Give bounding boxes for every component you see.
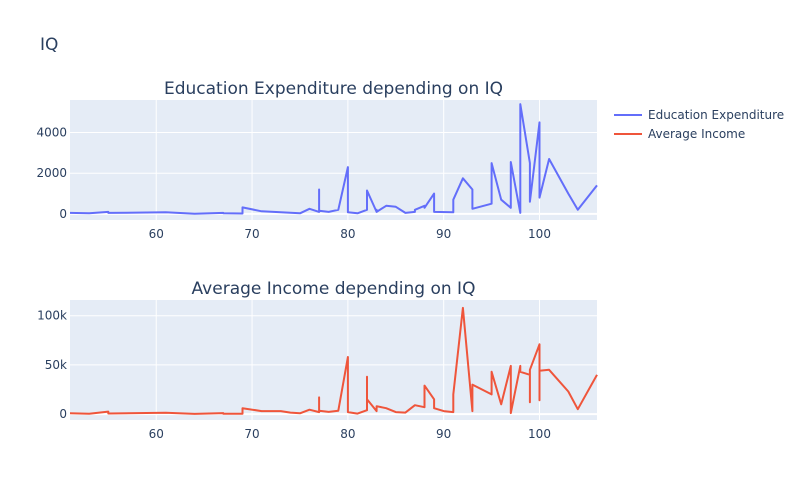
y-tick-label: 4000: [36, 126, 67, 140]
x-tick-label: 80: [340, 427, 355, 441]
x-tick-label: 100: [528, 427, 551, 441]
x-tick-label: 70: [244, 227, 259, 241]
subplot-title-income: Average Income depending on IQ: [192, 279, 476, 299]
plot-area-education[interactable]: [70, 100, 597, 220]
y-tick-label: 100k: [37, 309, 67, 323]
y-tick-label: 50k: [45, 358, 67, 372]
figure-title: IQ: [40, 35, 58, 55]
legend-item-education[interactable]: Education Expenditure: [614, 108, 784, 122]
legend-label-income: Average Income: [648, 127, 745, 141]
x-tick-label: 90: [436, 427, 451, 441]
subplots-container: 60 70 80 90 100 0 2000 4000 Education Expenditur…: [36, 79, 598, 441]
x-tick-label: 80: [340, 227, 355, 241]
y-tick-label: 2000: [36, 166, 67, 180]
series-line-income[interactable]: [69, 306, 598, 415]
legend[interactable]: Education Expenditure Average Income: [614, 108, 784, 141]
series-line-education[interactable]: [69, 103, 598, 215]
legend-label-education: Education Expenditure: [648, 108, 784, 122]
x-tick-label: 100: [528, 227, 551, 241]
subplot-income: 60 70 80 90 100 0 50k 100k Average Income depend…: [37, 279, 598, 441]
legend-item-income[interactable]: Average Income: [614, 127, 745, 141]
y-tick-label: 0: [59, 207, 67, 221]
plot-area-income[interactable]: [70, 300, 597, 420]
x-tick-label: 70: [244, 427, 259, 441]
x-tick-label: 60: [149, 227, 164, 241]
subplot-title-education: Education Expenditure depending on IQ: [164, 79, 503, 99]
subplot-education: 60 70 80 90 100 0 2000 4000 Education Expenditur…: [36, 79, 598, 241]
x-tick-label: 90: [436, 227, 451, 241]
x-tick-label: 60: [149, 427, 164, 441]
y-tick-label: 0: [59, 407, 67, 421]
